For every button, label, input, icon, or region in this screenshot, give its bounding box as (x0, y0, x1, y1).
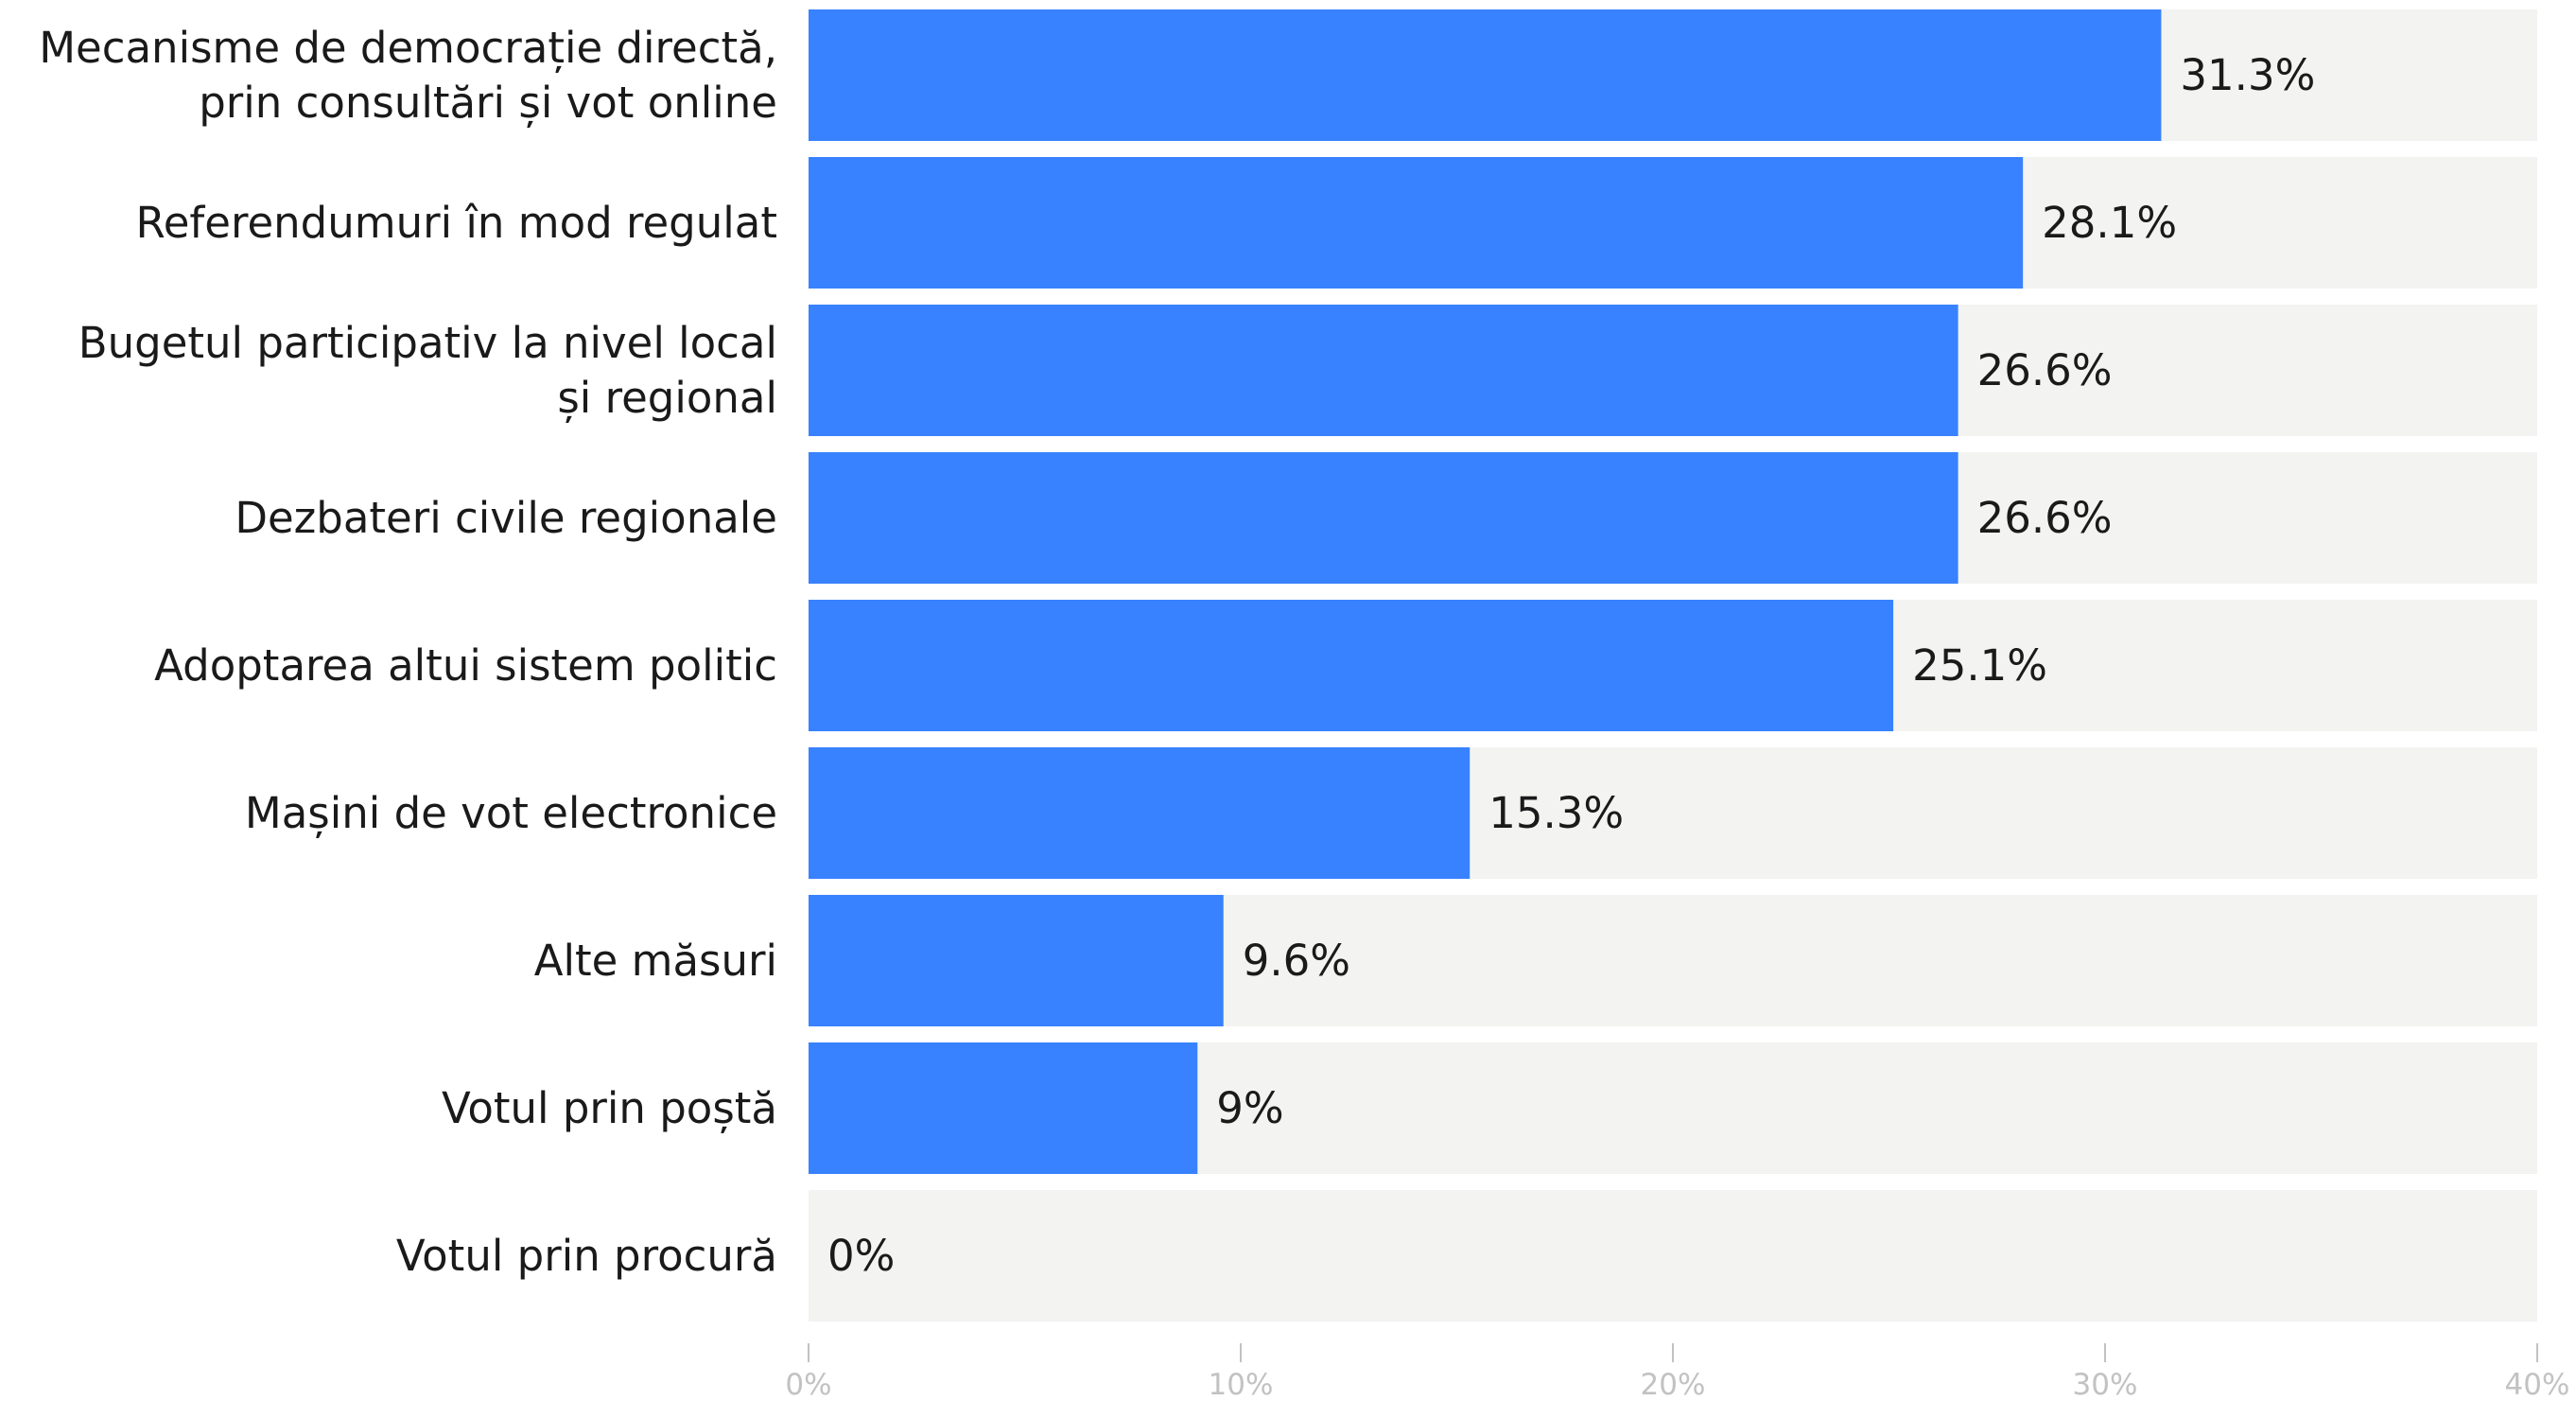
category-label: Mașini de vot electronice (245, 788, 777, 838)
category-labels: Mecanisme de democrație directă, prin con… (39, 23, 777, 1281)
x-tick-label: 20% (1641, 1368, 1706, 1401)
value-labels: 31.3% 28.1% 26.6% 26.6% 25.1% 15.3% 9.6% 9% 0% (827, 50, 2315, 1281)
bar (809, 747, 1471, 879)
bar (809, 600, 1894, 731)
x-tick-label: 40% (2505, 1368, 2570, 1401)
value-label: 9.6% (1243, 936, 1350, 986)
category-label: Bugetul participativ la nivel local și re… (78, 318, 777, 423)
value-label: 15.3% (1488, 788, 1624, 838)
value-label: 26.6% (1977, 345, 2113, 395)
value-label: 9% (1216, 1083, 1283, 1133)
value-label: 31.3% (2180, 50, 2315, 100)
category-label: Mecanisme de democrație directă, prin con… (39, 23, 777, 128)
value-label: 0% (827, 1231, 895, 1281)
bar (809, 305, 1958, 436)
category-label: Adoptarea altui sistem politic (154, 640, 777, 691)
category-label: Referendumuri în mod regulat (136, 198, 778, 248)
value-label: 28.1% (2042, 198, 2177, 248)
bar-track (809, 1190, 2537, 1322)
value-label: 26.6% (1977, 493, 2113, 543)
bar (809, 9, 2162, 141)
bar (809, 1042, 1198, 1174)
x-tick-label: 30% (2073, 1368, 2138, 1401)
x-tick-label: 10% (1209, 1368, 1274, 1401)
bar (809, 895, 1224, 1026)
value-label: 25.1% (1912, 640, 2047, 691)
category-label: Votul prin poștă (442, 1083, 777, 1133)
category-label: Alte măsuri (534, 936, 777, 986)
bars (809, 9, 2162, 1174)
bar (809, 452, 1958, 584)
category-label: Votul prin procură (396, 1231, 777, 1281)
category-label: Dezbateri civile regionale (235, 493, 777, 543)
x-axis: 0% 10% 20% 30% 40% (785, 1343, 2569, 1401)
x-tick-label: 0% (785, 1368, 831, 1401)
bar (809, 157, 2024, 289)
